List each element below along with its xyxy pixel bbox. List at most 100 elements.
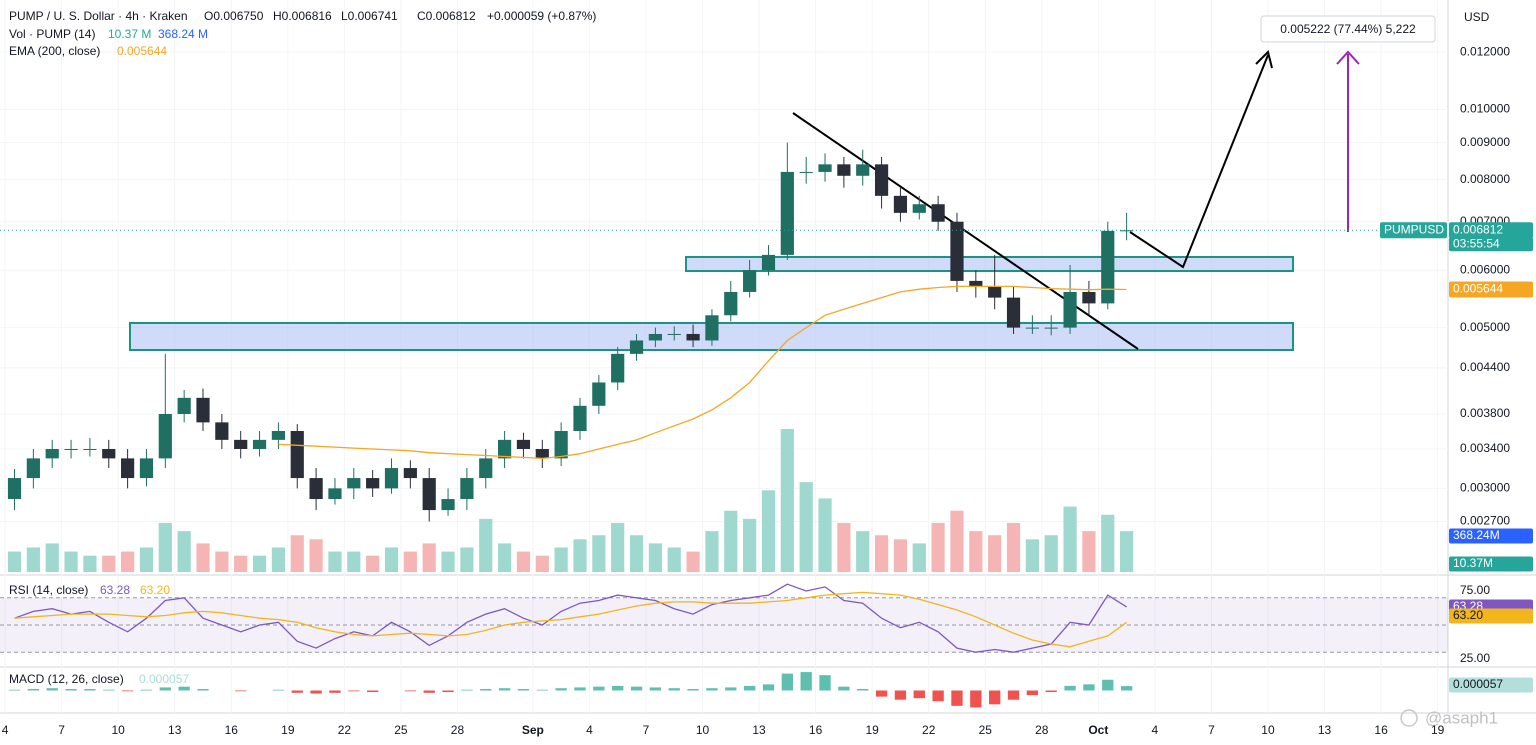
volume-bar (26, 547, 40, 572)
volume-bar (7, 551, 22, 572)
rsi-line (14, 583, 1127, 653)
candle-body (290, 430, 304, 479)
volume-bar (988, 535, 1002, 572)
macd-histogram-bar (913, 690, 925, 699)
x-tick-label: 16 (809, 723, 823, 737)
candle-body (686, 333, 700, 341)
candle-body (7, 478, 22, 500)
candle-body (177, 397, 191, 414)
macd-histogram-bar (404, 690, 417, 692)
ema-legend: EMA (200, close) (9, 44, 100, 58)
x-tick-label: 13 (752, 723, 766, 737)
x-tick-label: 22 (338, 723, 352, 737)
volume-bar (121, 551, 135, 572)
ema-line (278, 285, 1127, 460)
candle-body (667, 333, 681, 335)
macd-histogram-bar (649, 687, 662, 691)
macd-histogram-bar (121, 690, 134, 692)
macd-histogram-bar (668, 688, 680, 691)
macd-histogram-bar (178, 686, 190, 691)
volume-bar (818, 498, 832, 572)
macd-histogram-bar (536, 689, 548, 691)
x-tick-label: 4 (1152, 723, 1159, 737)
candle-body (988, 286, 1002, 298)
volume-bar (686, 551, 700, 572)
volume-bar (497, 543, 512, 572)
measure-arrow-head (1336, 50, 1360, 65)
ema-value: 0.005644 (117, 44, 167, 58)
ema-label-box (1449, 281, 1533, 298)
macd-histogram-bar (1120, 686, 1133, 691)
volume-bar (366, 555, 380, 572)
volume-bar (45, 543, 59, 572)
volume-label-box (1449, 556, 1533, 572)
rsi-line (14, 591, 1127, 648)
candle-body (441, 499, 455, 511)
y-tick-label: 75.00 (1460, 583, 1490, 597)
macd-histogram-bar (1026, 690, 1039, 696)
candle-body (121, 458, 135, 479)
volume-bar (139, 547, 154, 572)
volume-bar (177, 531, 191, 572)
x-tick-label: 7 (1208, 723, 1215, 737)
volume-bar (893, 539, 908, 572)
candle-body (347, 478, 361, 489)
candle-body (893, 195, 908, 213)
volume-bar (102, 555, 116, 572)
macd-label: 0.000057 (1453, 677, 1503, 691)
volume-bar (799, 482, 813, 572)
x-tick-label: 28 (1035, 723, 1049, 737)
candle-body (497, 439, 512, 459)
candle-body (1006, 297, 1021, 328)
volume-bar (573, 539, 587, 572)
volume-bar (1101, 514, 1115, 572)
macd-histogram-bar (1102, 679, 1114, 691)
ohlc-high: H0.006816 (273, 9, 332, 23)
macd-histogram-bar (875, 690, 888, 697)
macd-histogram-bar (517, 688, 530, 691)
macd-histogram-bar (762, 684, 775, 691)
macd-histogram-bar (819, 675, 831, 691)
volume-bar (874, 535, 889, 572)
candle-body (403, 468, 417, 479)
volume-bar (1025, 539, 1039, 572)
volume-bar (403, 551, 417, 572)
candle-body (837, 164, 851, 176)
volume-bar (931, 522, 945, 572)
ohlc-close: C0.006812 (417, 9, 476, 23)
candle-body (64, 448, 78, 450)
volume-bar (234, 555, 248, 572)
y-tick-label: 0.002700 (1460, 514, 1510, 528)
x-tick-label: 10 (1261, 723, 1275, 737)
x-tick-label: Oct (1088, 723, 1108, 737)
volume-bar (667, 547, 681, 572)
candle-body (328, 488, 342, 500)
volume-label: 10.37M (1453, 556, 1493, 570)
macd-histogram-bar (366, 690, 379, 693)
candle-body (535, 448, 549, 459)
macd-histogram-bar (197, 688, 209, 691)
header: PUMP / U. S. Dollar · 4h · Kraken O0.006… (9, 9, 596, 686)
macd-histogram-bar (706, 688, 718, 691)
macd-histogram-bar (65, 688, 77, 691)
macd-histogram-bar (800, 672, 812, 691)
candle-body (158, 413, 172, 459)
candle-body (856, 164, 870, 176)
candle-body (1063, 291, 1077, 328)
candle-body (1044, 327, 1058, 329)
volume-bar (535, 555, 549, 572)
macd-histogram-bar (8, 689, 21, 691)
candle-body (950, 221, 964, 281)
x-tick-label: 19 (281, 723, 295, 737)
y-tick-label: 0.008000 (1460, 172, 1510, 186)
volume-bar (309, 539, 323, 572)
candle-body (648, 333, 662, 341)
macd-histogram-bar (555, 688, 567, 691)
candle-body (874, 164, 889, 196)
y-tick-label: 0.009000 (1460, 135, 1510, 149)
macd-histogram-bar (838, 686, 850, 691)
y-tick-label: 0.003800 (1460, 406, 1510, 420)
projection-path (1129, 54, 1269, 269)
candle-body (196, 397, 210, 423)
candle-body (516, 439, 531, 449)
